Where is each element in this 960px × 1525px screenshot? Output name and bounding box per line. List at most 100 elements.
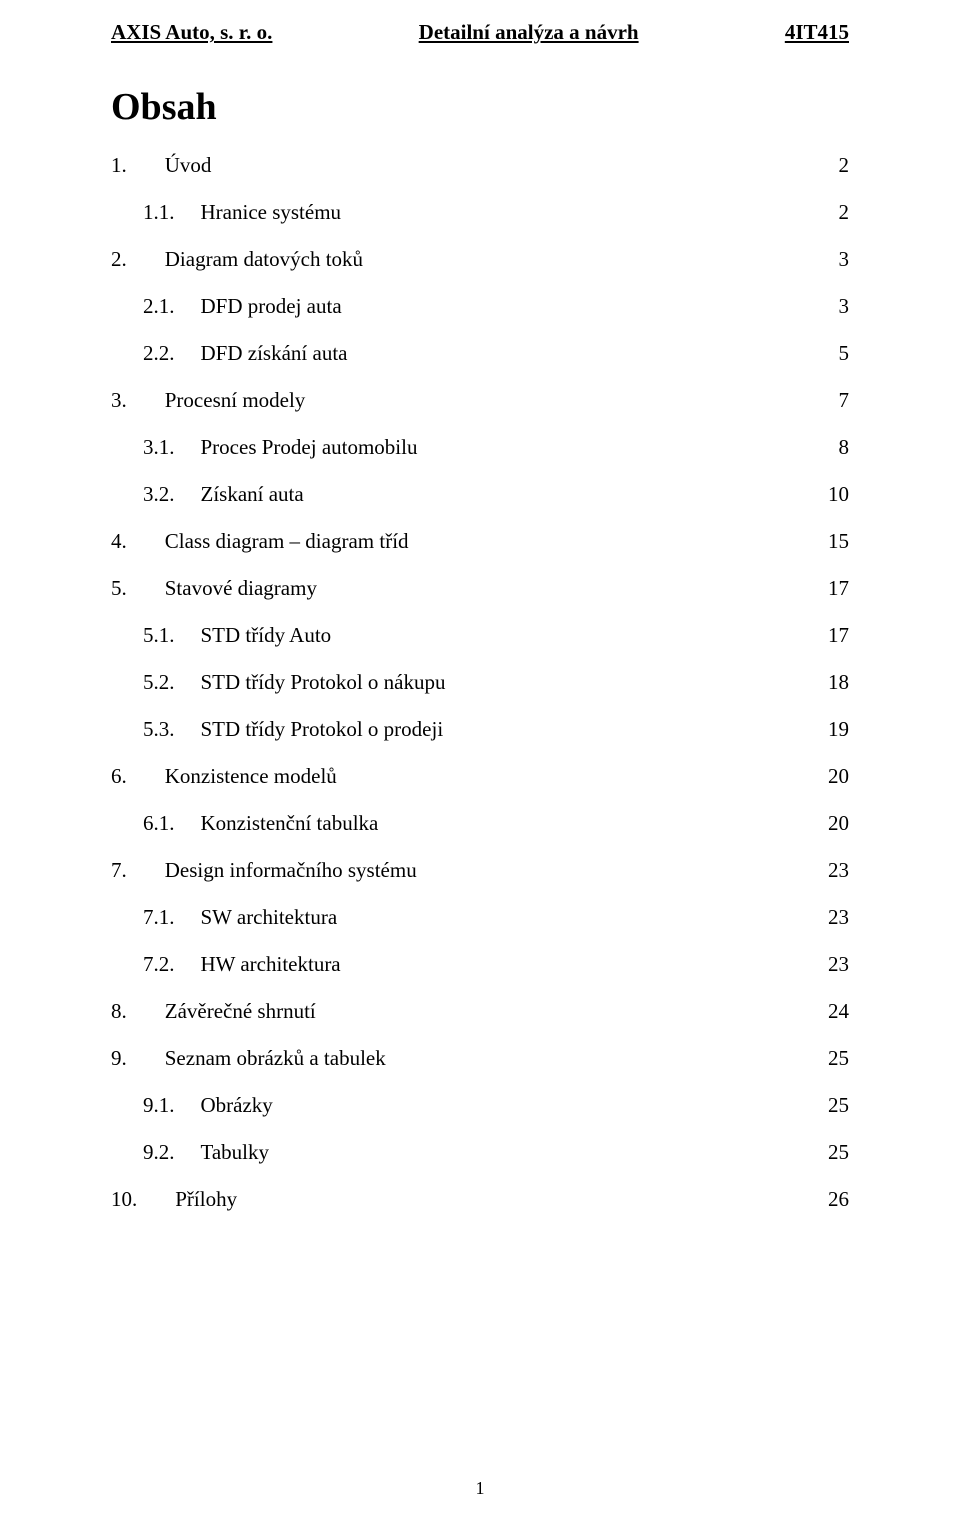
page: AXIS Auto, s. r. o. Detailní analýza a n… <box>0 0 960 1525</box>
toc-entry-label: Proces Prodej automobilu <box>201 435 418 460</box>
toc-entry[interactable]: 7. Design informačního systému 23 <box>111 858 849 883</box>
toc-entry-label: Získaní auta <box>201 482 304 507</box>
toc-entry-page: 19 <box>821 717 849 742</box>
toc-entry-page: 24 <box>821 999 849 1024</box>
toc-entry-page: 17 <box>821 576 849 601</box>
toc-entry-page: 3 <box>821 247 849 272</box>
toc-entry-label: HW architektura <box>201 952 341 977</box>
toc-entry[interactable]: 9. Seznam obrázků a tabulek 25 <box>111 1046 849 1071</box>
toc-entry-number: 7.2. <box>143 952 175 977</box>
toc-entry-page: 26 <box>821 1187 849 1212</box>
toc-entry-label: Hranice systému <box>201 200 342 225</box>
toc-entry-label: Stavové diagramy <box>165 576 317 601</box>
toc-entry-label: Závěrečné shrnutí <box>165 999 316 1024</box>
toc-entry[interactable]: 6. Konzistence modelů 20 <box>111 764 849 789</box>
toc-entry[interactable]: 5.1. STD třídy Auto 17 <box>111 623 849 648</box>
toc-entry-number: 5.3. <box>143 717 175 742</box>
toc-entry[interactable]: 6.1. Konzistenční tabulka 20 <box>111 811 849 836</box>
toc-entry-number: 4. <box>111 529 127 554</box>
toc-entry-page: 8 <box>821 435 849 460</box>
toc-entry-page: 5 <box>821 341 849 366</box>
toc-entry-label: Přílohy <box>175 1187 237 1212</box>
header-center: Detailní analýza a návrh <box>272 20 784 45</box>
toc-entry-number: 10. <box>111 1187 137 1212</box>
toc-entry[interactable]: 2.2. DFD získání auta 5 <box>111 341 849 366</box>
toc-entry-page: 17 <box>821 623 849 648</box>
toc-entry[interactable]: 5.2. STD třídy Protokol o nákupu 18 <box>111 670 849 695</box>
toc-entry-page: 10 <box>821 482 849 507</box>
toc-entry-page: 25 <box>821 1046 849 1071</box>
toc-entry-page: 2 <box>821 200 849 225</box>
toc-entry-label: STD třídy Protokol o prodeji <box>201 717 444 742</box>
toc-entry-label: Konzistenční tabulka <box>201 811 379 836</box>
toc-entry-page: 23 <box>821 952 849 977</box>
toc-entry-number: 6.1. <box>143 811 175 836</box>
toc-entry-number: 3.2. <box>143 482 175 507</box>
toc-entry-label: DFD prodej auta <box>201 294 342 319</box>
toc-entry[interactable]: 2. Diagram datových toků 3 <box>111 247 849 272</box>
toc-entry-number: 7. <box>111 858 127 883</box>
toc-entry[interactable]: 10. Přílohy 26 <box>111 1187 849 1212</box>
toc-entry-number: 2. <box>111 247 127 272</box>
toc-entry-page: 23 <box>821 905 849 930</box>
toc-entry-number: 5. <box>111 576 127 601</box>
toc-entry-page: 20 <box>821 811 849 836</box>
toc-entry-number: 2.1. <box>143 294 175 319</box>
toc-entry[interactable]: 7.1. SW architektura 23 <box>111 905 849 930</box>
toc-entry-number: 3.1. <box>143 435 175 460</box>
toc-entry[interactable]: 1.1. Hranice systému 2 <box>111 200 849 225</box>
toc-entry-label: SW architektura <box>201 905 338 930</box>
toc-entry-label: Diagram datových toků <box>165 247 363 272</box>
toc-entry-page: 23 <box>821 858 849 883</box>
toc-entry-label: Obrázky <box>201 1093 273 1118</box>
toc-entry-label: Design informačního systému <box>165 858 417 883</box>
page-title: Obsah <box>111 85 849 129</box>
toc-entry[interactable]: 1. Úvod 2 <box>111 153 849 178</box>
toc-entry-number: 8. <box>111 999 127 1024</box>
toc-entry-page: 25 <box>821 1140 849 1165</box>
toc-entry[interactable]: 3. Procesní modely 7 <box>111 388 849 413</box>
toc-entry[interactable]: 5. Stavové diagramy 17 <box>111 576 849 601</box>
toc-entry-number: 2.2. <box>143 341 175 366</box>
toc-entry-page: 7 <box>821 388 849 413</box>
toc-entry[interactable]: 4. Class diagram – diagram tříd 15 <box>111 529 849 554</box>
toc-entry-label: Tabulky <box>201 1140 270 1165</box>
toc-entry-number: 9.2. <box>143 1140 175 1165</box>
toc-entry-label: DFD získání auta <box>201 341 348 366</box>
toc-entry-page: 2 <box>821 153 849 178</box>
toc-entry[interactable]: 2.1. DFD prodej auta 3 <box>111 294 849 319</box>
toc-entry-page: 20 <box>821 764 849 789</box>
toc-entry-label: STD třídy Auto <box>201 623 332 648</box>
toc-entry-number: 6. <box>111 764 127 789</box>
toc-entry-number: 3. <box>111 388 127 413</box>
toc-entry-page: 18 <box>821 670 849 695</box>
toc-entry-label: Úvod <box>165 153 212 178</box>
toc-entry-number: 7.1. <box>143 905 175 930</box>
toc-entry[interactable]: 3.2. Získaní auta 10 <box>111 482 849 507</box>
toc-entry[interactable]: 3.1. Proces Prodej automobilu 8 <box>111 435 849 460</box>
toc-entry-page: 3 <box>821 294 849 319</box>
toc-entry-label: Procesní modely <box>165 388 306 413</box>
toc-entry-number: 9. <box>111 1046 127 1071</box>
header-left: AXIS Auto, s. r. o. <box>111 20 272 45</box>
toc-entry[interactable]: 9.2. Tabulky 25 <box>111 1140 849 1165</box>
toc-entry-label: Konzistence modelů <box>165 764 337 789</box>
table-of-contents: 1. Úvod 2 1.1. Hranice systému 2 2. Diagram dat… <box>111 153 849 1212</box>
toc-entry-label: Class diagram – diagram tříd <box>165 529 409 554</box>
toc-entry[interactable]: 8. Závěrečné shrnutí 24 <box>111 999 849 1024</box>
toc-entry-page: 25 <box>821 1093 849 1118</box>
toc-entry-number: 1. <box>111 153 127 178</box>
toc-entry-label: STD třídy Protokol o nákupu <box>201 670 446 695</box>
toc-entry-number: 5.1. <box>143 623 175 648</box>
footer-page-number: 1 <box>0 1478 960 1499</box>
toc-entry-label: Seznam obrázků a tabulek <box>165 1046 386 1071</box>
toc-entry[interactable]: 5.3. STD třídy Protokol o prodeji 19 <box>111 717 849 742</box>
header-right: 4IT415 <box>785 20 849 45</box>
toc-entry-number: 1.1. <box>143 200 175 225</box>
toc-entry-page: 15 <box>821 529 849 554</box>
toc-entry[interactable]: 7.2. HW architektura 23 <box>111 952 849 977</box>
toc-entry-number: 9.1. <box>143 1093 175 1118</box>
page-header: AXIS Auto, s. r. o. Detailní analýza a n… <box>111 20 849 45</box>
toc-entry[interactable]: 9.1. Obrázky 25 <box>111 1093 849 1118</box>
toc-entry-number: 5.2. <box>143 670 175 695</box>
